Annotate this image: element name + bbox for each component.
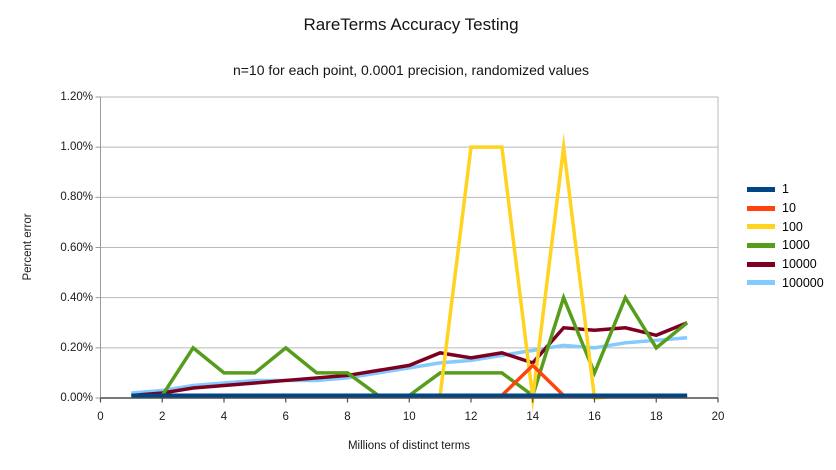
series-line-100	[131, 132, 688, 413]
legend-swatch	[747, 261, 775, 267]
x-tick-label: 14	[526, 411, 540, 423]
legend-label: 10000	[782, 257, 817, 272]
y-axis-title: Percent error	[22, 213, 34, 281]
x-axis-title: Millions of distinct terms	[347, 440, 471, 452]
legend-item-1000: 1000	[747, 236, 824, 255]
legend-item-100000: 100000	[747, 273, 824, 292]
series-line-100000	[131, 336, 688, 395]
x-tick-label: 4	[220, 411, 228, 423]
legend-item-1: 1	[747, 180, 824, 199]
legend-swatch	[747, 280, 775, 286]
legend-item-100: 100	[747, 217, 824, 236]
legend-label: 100000	[782, 275, 824, 290]
y-tick-label: 0.80%	[60, 191, 93, 204]
y-tick-label: 0.20%	[60, 341, 93, 354]
y-tick-label: 1.20%	[60, 91, 93, 103]
legend-label: 100	[782, 219, 803, 234]
x-tick-label: 20	[711, 411, 725, 423]
legend-item-10000: 10000	[747, 255, 824, 274]
x-tick-label: 16	[588, 411, 601, 423]
series-line-10	[131, 362, 688, 398]
legend-label: 1000	[782, 238, 810, 253]
series-line-10000	[131, 321, 688, 398]
legend-label: 1	[782, 182, 789, 197]
legend-swatch	[747, 224, 775, 230]
x-tick-label: 8	[344, 411, 351, 423]
chart-subtitle: n=10 for each point, 0.0001 precision, r…	[232, 62, 590, 78]
legend-label: 10	[782, 201, 796, 216]
legend: 1 10 100 1000 10000 100000	[747, 180, 824, 292]
x-tick-label: 6	[282, 411, 289, 423]
chart-title: RareTerms Accuracy Testing	[303, 15, 519, 34]
legend-swatch	[747, 186, 775, 192]
x-tick-label: 2	[159, 411, 166, 423]
y-tick-label: 1.00%	[60, 141, 93, 154]
legend-swatch	[747, 242, 775, 248]
y-tick-label: 0.40%	[60, 291, 93, 304]
y-tick-label: 0.00%	[60, 392, 93, 404]
series-line-1000	[131, 292, 689, 399]
x-tick-label: 18	[649, 411, 663, 423]
legend-item-10: 10	[747, 199, 824, 218]
legend-swatch	[747, 205, 775, 211]
y-tick-label: 0.60%	[60, 241, 93, 254]
x-tick-label: 0	[97, 411, 104, 423]
x-tick-label: 12	[464, 411, 478, 423]
x-tick-label: 10	[402, 411, 416, 423]
